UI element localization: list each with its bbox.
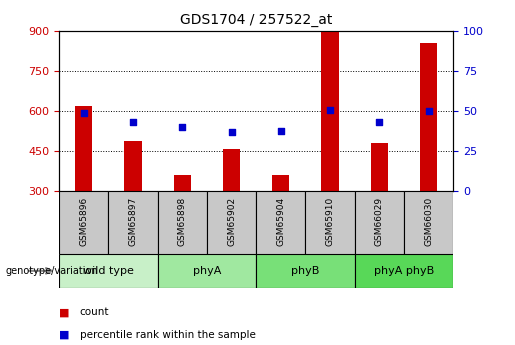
- Text: GSM65910: GSM65910: [325, 196, 335, 246]
- Bar: [223, 149, 240, 191]
- Text: genotype/variation: genotype/variation: [5, 266, 98, 276]
- Point: [178, 125, 186, 130]
- Bar: [404, 191, 453, 254]
- Bar: [207, 191, 256, 254]
- Bar: [59, 191, 109, 254]
- Point: [277, 128, 285, 133]
- Text: wild type: wild type: [83, 266, 134, 276]
- Bar: [305, 191, 355, 254]
- Point: [228, 129, 236, 135]
- Text: count: count: [80, 307, 109, 317]
- Text: GSM66030: GSM66030: [424, 196, 433, 246]
- Point: [326, 107, 334, 112]
- Bar: [355, 191, 404, 254]
- Bar: [371, 144, 388, 191]
- Title: GDS1704 / 257522_at: GDS1704 / 257522_at: [180, 13, 332, 27]
- Bar: [125, 141, 142, 191]
- Text: GSM66029: GSM66029: [375, 196, 384, 246]
- Bar: [109, 191, 158, 254]
- Point: [80, 110, 88, 116]
- Point: [375, 120, 384, 125]
- Text: GSM65896: GSM65896: [79, 196, 89, 246]
- Text: phyA phyB: phyA phyB: [374, 266, 434, 276]
- Text: GSM65902: GSM65902: [227, 196, 236, 246]
- Point: [129, 120, 137, 125]
- Bar: [158, 191, 207, 254]
- Bar: [158, 254, 256, 288]
- Bar: [355, 254, 453, 288]
- Bar: [174, 175, 191, 191]
- Text: phyB: phyB: [291, 266, 320, 276]
- Text: ■: ■: [59, 330, 70, 339]
- Text: GSM65904: GSM65904: [277, 196, 285, 246]
- Text: ■: ■: [59, 307, 70, 317]
- Text: GSM65898: GSM65898: [178, 196, 187, 246]
- Text: phyA: phyA: [193, 266, 221, 276]
- Bar: [256, 191, 305, 254]
- Text: percentile rank within the sample: percentile rank within the sample: [80, 330, 256, 339]
- Bar: [420, 43, 437, 191]
- Bar: [256, 254, 355, 288]
- Bar: [59, 254, 158, 288]
- Bar: [321, 32, 339, 191]
- Bar: [272, 175, 289, 191]
- Point: [424, 108, 433, 114]
- Text: GSM65897: GSM65897: [129, 196, 138, 246]
- Bar: [75, 106, 93, 191]
